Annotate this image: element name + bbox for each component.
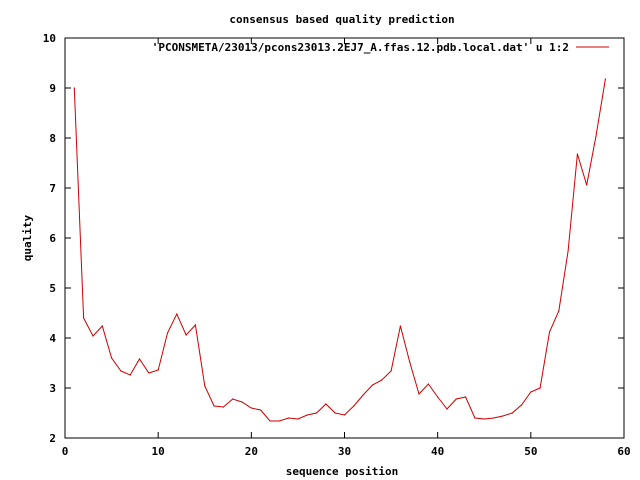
data-point [502, 415, 504, 417]
x-tick-label: 0 [62, 445, 69, 458]
x-tick-label: 60 [617, 445, 630, 458]
data-point [101, 325, 103, 327]
y-tick-label: 10 [43, 32, 56, 45]
data-point [455, 398, 457, 400]
data-point [250, 407, 252, 409]
data-point [260, 409, 262, 411]
data-point [586, 184, 588, 186]
y-tick-label: 5 [49, 282, 56, 295]
data-point [222, 406, 224, 408]
data-point [232, 398, 234, 400]
data-point [166, 332, 169, 334]
data-point [288, 417, 290, 419]
data-point [120, 370, 122, 372]
y-tick-label: 2 [49, 432, 56, 445]
data-point [548, 331, 551, 333]
data-point [437, 396, 439, 398]
x-tick-label: 20 [245, 445, 258, 458]
data-point [539, 387, 541, 389]
data-point [353, 405, 355, 407]
data-point [530, 391, 532, 393]
data-point [83, 317, 85, 319]
x-tick-label: 10 [152, 445, 165, 458]
data-point [148, 372, 150, 374]
data-point [446, 408, 448, 410]
data-point [204, 385, 206, 387]
data-point [604, 78, 606, 80]
y-tick-label: 3 [49, 382, 56, 395]
data-point [595, 135, 597, 137]
data-point [427, 383, 429, 385]
data-point [511, 412, 513, 414]
data-point [371, 384, 374, 386]
y-tick-label: 8 [49, 132, 56, 145]
data-point [278, 420, 280, 422]
x-tick-label: 50 [524, 445, 537, 458]
data-point [483, 418, 485, 420]
plot-frame [64, 37, 625, 439]
x-tick-label: 30 [338, 445, 351, 458]
data-point [213, 405, 215, 407]
data-point [129, 374, 131, 376]
data-point [73, 87, 75, 89]
data-point [138, 358, 141, 360]
data-point [194, 324, 197, 326]
data-point [306, 414, 308, 416]
data-point [576, 153, 579, 155]
y-tick-label: 6 [49, 232, 56, 245]
data-point [157, 369, 159, 371]
data-point [92, 335, 94, 337]
data-point [390, 370, 392, 372]
legend-label: 'PCONSMETA/23013/pcons23013.2EJ7_A.ffas.… [152, 41, 569, 54]
y-axis-label: quality [21, 214, 34, 261]
data-point [520, 404, 523, 406]
data-point [241, 401, 243, 403]
data-point [418, 393, 420, 395]
y-tick-label: 7 [49, 182, 56, 195]
data-point [492, 417, 495, 419]
data-point [315, 412, 318, 414]
data-point [362, 394, 364, 396]
data-point [269, 420, 271, 422]
data-point [465, 396, 467, 398]
data-point [185, 334, 187, 336]
data-point [297, 418, 299, 420]
data-point [343, 414, 346, 416]
data-point [399, 325, 401, 327]
data-point [381, 379, 383, 381]
series-line [73, 78, 606, 422]
data-point [558, 310, 560, 312]
series-layer [73, 78, 606, 422]
data-point [110, 357, 113, 359]
x-tick-label: 40 [431, 445, 444, 458]
x-axis: 0 10 20 30 40 50 60 [62, 38, 631, 458]
chart-title: consensus based quality prediction [229, 13, 454, 26]
data-point [176, 313, 178, 315]
data-point [567, 250, 569, 252]
data-point [409, 361, 411, 363]
y-tick-label: 4 [49, 332, 56, 345]
x-axis-label: sequence position [286, 465, 399, 478]
data-point [325, 403, 327, 405]
y-axis: 2 3 4 5 6 7 8 9 10 [43, 32, 624, 445]
y-tick-label: 9 [49, 82, 56, 95]
data-point [334, 412, 336, 414]
data-point [474, 417, 476, 419]
legend: 'PCONSMETA/23013/pcons23013.2EJ7_A.ffas.… [152, 41, 609, 54]
